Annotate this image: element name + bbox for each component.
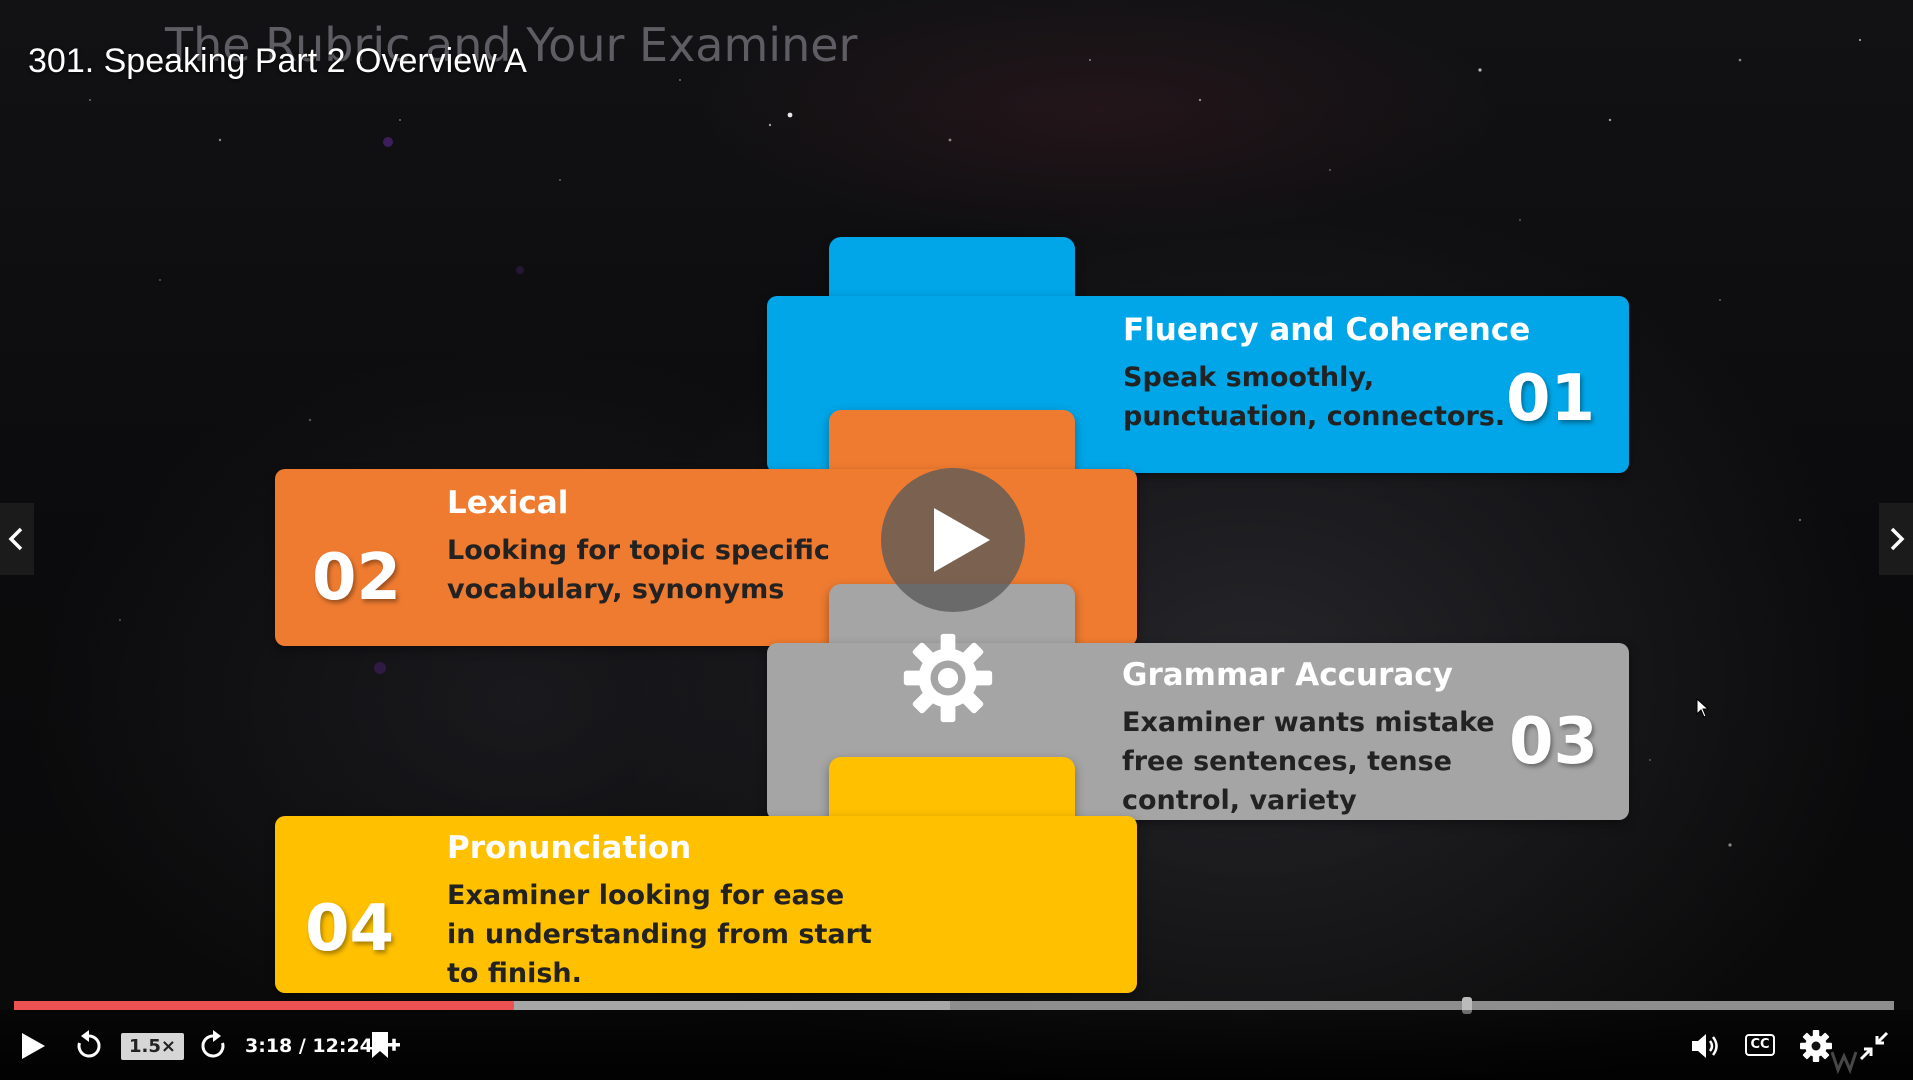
video-title: 301. Speaking Part 2 Overview A	[28, 42, 527, 80]
forward-icon	[201, 1030, 225, 1058]
time-display: 3:18 / 12:24	[245, 1035, 373, 1057]
previous-lecture-button[interactable]	[0, 503, 34, 575]
settings-icon	[1800, 1030, 1832, 1062]
card-description: Looking for topic specific vocabulary, s…	[447, 535, 830, 605]
card-number: 01	[1506, 362, 1596, 436]
card-pronunciation: 04 Pronunciation Examiner looking for ea…	[275, 816, 1137, 993]
card-number: 03	[1509, 705, 1599, 779]
forward-button[interactable]	[199, 1030, 227, 1060]
card-title: Lexical	[447, 485, 569, 521]
card-description: Examiner wants mistake free sentences, t…	[1122, 707, 1495, 816]
control-bar: 1.5× 3:18 / 12:24 CC	[0, 1010, 1913, 1080]
volume-icon	[1692, 1034, 1718, 1058]
card-title: Pronunciation	[447, 830, 692, 866]
rewind-button[interactable]	[75, 1030, 103, 1060]
exit-fullscreen-button[interactable]	[1858, 1030, 1890, 1062]
bookmark-add-icon	[372, 1032, 400, 1058]
exit-fullscreen-icon	[1859, 1031, 1889, 1061]
playback-speed-button[interactable]: 1.5×	[121, 1033, 184, 1060]
card-number: 04	[305, 892, 395, 966]
play-button[interactable]	[20, 1032, 46, 1060]
progress-bar[interactable]	[14, 997, 1894, 1014]
next-lecture-button[interactable]	[1879, 503, 1913, 575]
chevron-left-icon	[8, 527, 23, 551]
udemy-watermark-logo	[1830, 1051, 1858, 1075]
progress-played	[14, 1001, 515, 1010]
mouse-cursor-icon	[1696, 698, 1710, 718]
card-04-tab	[829, 757, 1075, 827]
settings-button[interactable]	[1800, 1030, 1832, 1062]
card-description: Speak smoothly, punctuation, connectors.	[1123, 362, 1506, 432]
card-fluency: Fluency and Coherence Speak smoothly, pu…	[767, 296, 1629, 473]
card-number: 02	[312, 541, 402, 615]
chevron-right-icon	[1890, 527, 1905, 551]
card-01-tab	[829, 237, 1075, 307]
volume-button[interactable]	[1690, 1032, 1722, 1060]
bookmark-marker[interactable]	[1461, 997, 1472, 1014]
play-icon	[22, 1033, 45, 1059]
gear-icon	[903, 633, 993, 723]
slide-heading: The Rubric and Your Examiner	[165, 18, 858, 72]
captions-button[interactable]: CC	[1745, 1034, 1775, 1056]
add-bookmark-button[interactable]	[369, 1030, 401, 1062]
rewind-icon	[77, 1030, 101, 1058]
card-description: Examiner looking for ease in understandi…	[447, 880, 872, 989]
card-title: Grammar Accuracy	[1122, 657, 1453, 693]
card-title: Fluency and Coherence	[1123, 312, 1531, 348]
big-play-button[interactable]	[881, 468, 1025, 612]
